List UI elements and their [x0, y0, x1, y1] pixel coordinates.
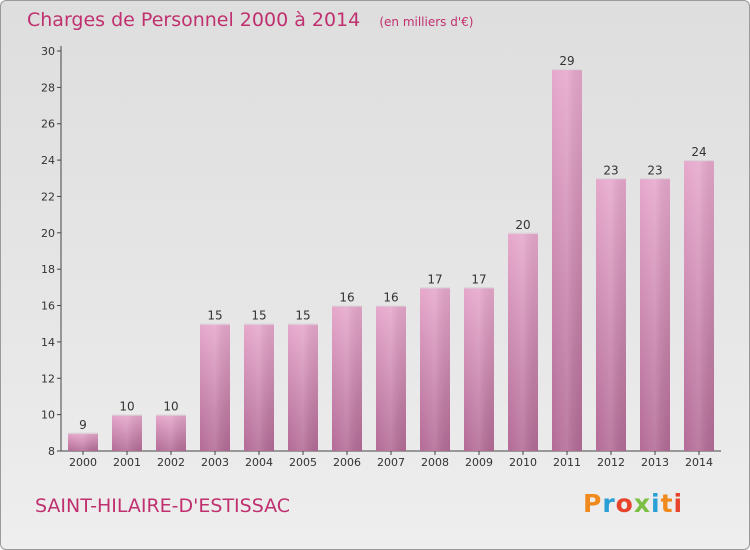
bar-value-label: 20 [515, 218, 530, 232]
bar-value-label: 15 [207, 309, 222, 323]
x-tick-label: 2011 [553, 456, 581, 469]
bar-shine-2004 [244, 323, 274, 451]
y-tick-label: 28 [41, 81, 55, 94]
bar-shine-2013 [640, 178, 670, 452]
x-tick-label: 2005 [289, 456, 317, 469]
y-tick-label: 8 [48, 445, 55, 458]
x-tick-label: 2003 [201, 456, 229, 469]
location-label: SAINT-HILAIRE-D'ESTISSAC [35, 495, 291, 517]
y-tick-label: 18 [41, 263, 55, 276]
bar-value-label: 10 [163, 400, 178, 414]
x-tick-label: 2012 [597, 456, 625, 469]
proxiti-logo[interactable]: Proxiti [583, 489, 683, 518]
x-tick-label: 2000 [69, 456, 97, 469]
bar-shine-2007 [376, 305, 406, 451]
x-tick-label: 2004 [245, 456, 273, 469]
y-tick-label: 26 [41, 118, 55, 131]
x-tick-label: 2010 [509, 456, 537, 469]
logo-letter: o [615, 489, 634, 518]
x-tick-label: 2008 [421, 456, 449, 469]
bar-shine-2014 [684, 160, 714, 451]
y-tick-label: 20 [41, 227, 55, 240]
bar-shine-2010 [508, 232, 538, 451]
chart-title: Charges de Personnel 2000 à 2014 [27, 9, 361, 31]
bar-shine-2000 [68, 432, 98, 451]
bar-shine-2008 [420, 287, 450, 451]
bar-value-label: 15 [251, 309, 266, 323]
bar-value-label: 29 [559, 54, 574, 68]
bar-shine-2012 [596, 178, 626, 452]
x-tick-label: 2006 [333, 456, 361, 469]
y-tick-label: 24 [41, 154, 55, 167]
bar-value-label: 9 [79, 418, 87, 432]
chart-title-row: Charges de Personnel 2000 à 2014 (en mil… [27, 9, 473, 31]
bar-value-label: 10 [119, 400, 134, 414]
y-tick-label: 16 [41, 300, 55, 313]
x-tick-label: 2013 [641, 456, 669, 469]
y-tick-label: 12 [41, 372, 55, 385]
x-tick-label: 2009 [465, 456, 493, 469]
bar-value-label: 16 [383, 291, 398, 305]
bar-shine-2001 [112, 414, 142, 451]
chart-subtitle: (en milliers d'€) [379, 15, 474, 29]
bar-value-label: 17 [427, 272, 442, 286]
x-tick-label: 2007 [377, 456, 405, 469]
logo-letter: P [583, 489, 603, 518]
logo-letter: t [660, 489, 674, 518]
y-tick-label: 10 [41, 409, 55, 422]
bar-shine-2005 [288, 323, 318, 451]
bar-value-label: 17 [471, 272, 486, 286]
bar-value-label: 16 [339, 291, 354, 305]
x-tick-label: 2001 [113, 456, 141, 469]
x-tick-label: 2014 [685, 456, 713, 469]
logo-letter: x [633, 489, 651, 518]
chart-bars: 9 10 10 15 15 15 16 16 17 17 20 29 23 23 24 [68, 54, 714, 452]
y-tick-label: 30 [41, 45, 55, 58]
logo-letter: r [602, 489, 616, 518]
logo-letter: i [673, 489, 684, 518]
bar-shine-2006 [332, 305, 362, 451]
y-tick-label: 14 [41, 336, 55, 349]
bar-shine-2009 [464, 287, 494, 451]
y-tick-label: 22 [41, 190, 55, 203]
x-tick-label: 2002 [157, 456, 185, 469]
logo-letter: i [651, 489, 661, 518]
bar-shine-2003 [200, 323, 230, 451]
bar-value-label: 23 [647, 163, 662, 177]
bar-value-label: 24 [691, 145, 706, 159]
bar-shine-2002 [156, 414, 186, 451]
bar-value-label: 15 [295, 309, 310, 323]
bar-value-label: 23 [603, 163, 618, 177]
bar-shine-2011 [552, 69, 582, 451]
